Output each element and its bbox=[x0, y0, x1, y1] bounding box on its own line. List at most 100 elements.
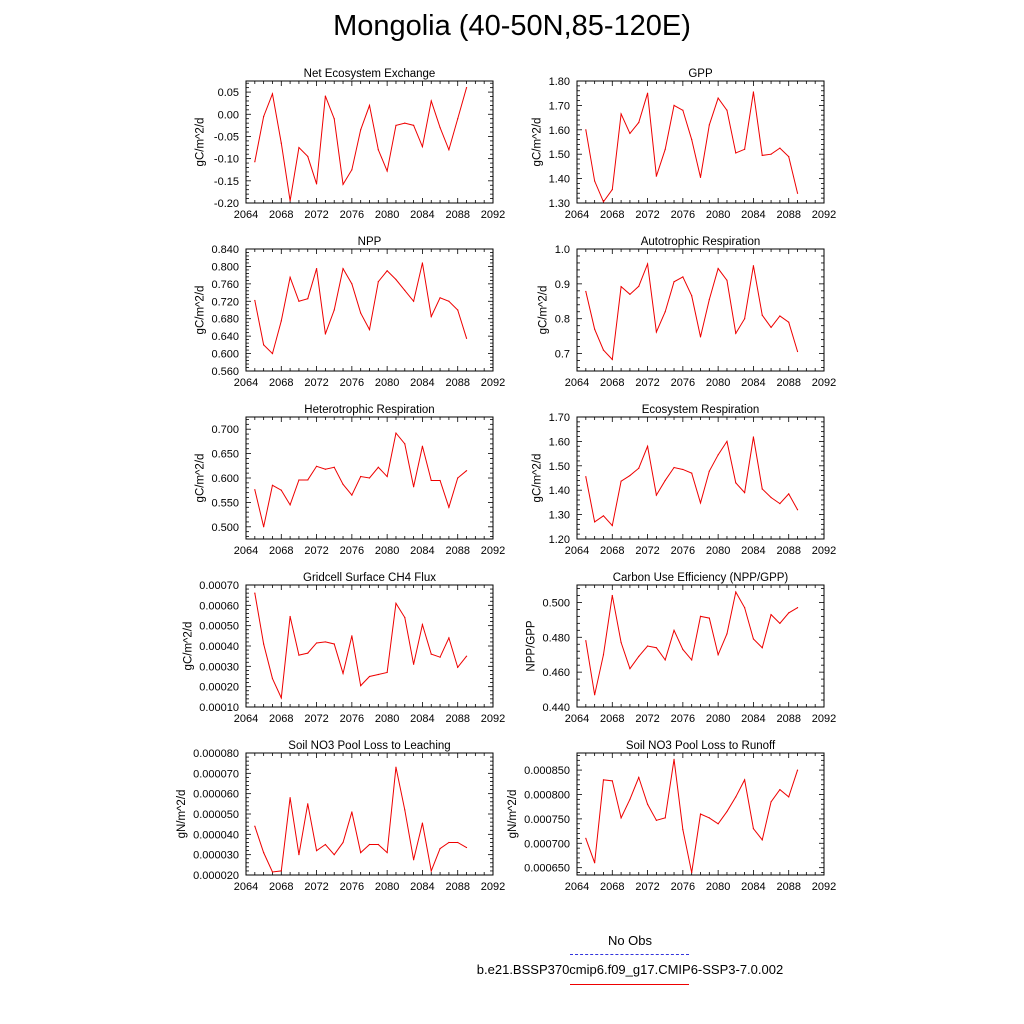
y-tick-label: 1.60 bbox=[549, 125, 570, 137]
x-tick-label: 2072 bbox=[635, 545, 659, 557]
data-point bbox=[263, 852, 265, 854]
y-tick-label: 0.500 bbox=[211, 522, 239, 534]
x-tick-label: 2072 bbox=[635, 881, 659, 893]
data-point bbox=[465, 337, 468, 339]
y-axis-label: gC/m^2/d bbox=[195, 454, 207, 503]
x-tick-label: 2080 bbox=[706, 209, 730, 221]
data-point bbox=[638, 776, 640, 779]
data-point bbox=[439, 297, 441, 299]
data-point bbox=[254, 825, 256, 827]
x-tick-label: 2076 bbox=[671, 545, 695, 557]
y-tick-label: -0.10 bbox=[214, 154, 239, 166]
x-tick-label: 2064 bbox=[234, 713, 258, 725]
panel-title: Soil NO3 Pool Loss to Runoff bbox=[626, 740, 776, 752]
data-point bbox=[602, 515, 605, 517]
y-tick-label: -0.15 bbox=[214, 176, 239, 188]
x-tick-label: 2092 bbox=[481, 377, 505, 389]
data-point bbox=[263, 344, 265, 346]
data-point bbox=[788, 796, 790, 798]
data-point bbox=[351, 169, 353, 171]
data-point bbox=[726, 109, 728, 111]
x-tick-label: 2064 bbox=[565, 209, 589, 221]
panel-frame bbox=[245, 80, 494, 204]
y-tick-label: 1.20 bbox=[549, 534, 570, 546]
data-point bbox=[796, 350, 799, 353]
data-point bbox=[307, 298, 309, 300]
data-point bbox=[430, 100, 432, 102]
y-tick-label: 0.000850 bbox=[524, 765, 570, 777]
x-tick-label: 2068 bbox=[600, 713, 624, 725]
y-axis-label: gC/m^2/d bbox=[532, 118, 544, 167]
data-point bbox=[421, 146, 424, 148]
data-point bbox=[611, 524, 613, 527]
x-tick-label: 2084 bbox=[741, 713, 765, 725]
data-point bbox=[395, 432, 397, 434]
y-axis-label: gC/m^2/d bbox=[182, 622, 194, 671]
data-point bbox=[699, 615, 702, 617]
data-point bbox=[386, 475, 388, 478]
data-point bbox=[307, 155, 309, 158]
data-point bbox=[602, 654, 605, 656]
data-point bbox=[465, 655, 468, 657]
y-tick-label: -0.20 bbox=[214, 198, 239, 210]
x-tick-label: 2080 bbox=[706, 881, 730, 893]
data-point bbox=[735, 796, 737, 798]
data-point bbox=[708, 298, 710, 301]
data-point bbox=[646, 645, 649, 647]
data-point bbox=[682, 468, 684, 471]
data-point bbox=[779, 622, 781, 624]
x-tick-label: 2092 bbox=[812, 209, 836, 221]
data-point bbox=[280, 697, 282, 699]
data-point bbox=[315, 183, 318, 185]
data-point bbox=[655, 331, 657, 333]
x-tick-label: 2084 bbox=[410, 881, 434, 893]
series-line bbox=[254, 431, 467, 527]
y-axis-label: NPP/GPP bbox=[526, 620, 538, 671]
data-point bbox=[646, 803, 649, 805]
legend-case-label: b.e21.BSSP370cmip6.f09_g17.CMIP6-SSP3-7.… bbox=[476, 962, 784, 977]
x-tick-label: 2064 bbox=[565, 881, 589, 893]
y-tick-label: 1.40 bbox=[549, 174, 570, 186]
x-tick-label: 2072 bbox=[304, 209, 328, 221]
series-line bbox=[254, 593, 467, 700]
data-point bbox=[377, 673, 379, 676]
data-point bbox=[735, 152, 737, 154]
data-point bbox=[386, 270, 388, 272]
y-tick-label: 0.650 bbox=[211, 449, 239, 461]
series-line bbox=[254, 87, 468, 201]
data-point bbox=[585, 290, 587, 293]
series-line bbox=[585, 262, 799, 361]
data-point bbox=[761, 647, 763, 649]
series-line bbox=[585, 91, 799, 203]
data-point bbox=[457, 309, 459, 311]
data-point bbox=[779, 503, 781, 505]
x-tick-label: 2084 bbox=[410, 209, 434, 221]
y-tick-label: 0.840 bbox=[211, 244, 239, 256]
data-point bbox=[744, 318, 746, 320]
x-tick-label: 2088 bbox=[445, 713, 469, 725]
data-point bbox=[377, 843, 379, 846]
data-point bbox=[377, 466, 379, 468]
x-tick-label: 2068 bbox=[600, 545, 624, 557]
y-axis-label: gC/m^2/d bbox=[195, 286, 207, 335]
y-tick-label: 0.600 bbox=[211, 349, 239, 361]
x-tick-label: 2092 bbox=[812, 377, 836, 389]
data-point bbox=[744, 779, 746, 781]
data-point bbox=[796, 607, 799, 609]
data-point bbox=[779, 315, 781, 317]
data-point bbox=[289, 200, 291, 202]
data-point bbox=[673, 281, 675, 283]
data-point bbox=[439, 656, 441, 658]
y-tick-label: 0.9 bbox=[555, 279, 570, 291]
x-tick-label: 2064 bbox=[234, 209, 258, 221]
data-point bbox=[655, 647, 657, 649]
x-tick-label: 2084 bbox=[410, 545, 434, 557]
data-point bbox=[735, 482, 737, 484]
series-line bbox=[585, 436, 798, 527]
data-point bbox=[744, 607, 746, 609]
panel-2: 2064 2068 2072 2076 2080 2084 2088 2092 0.560 0.6… bbox=[195, 236, 506, 389]
data-point bbox=[413, 486, 415, 488]
x-tick-label: 2064 bbox=[234, 545, 258, 557]
panel-title: Soil NO3 Pool Loss to Leaching bbox=[288, 740, 450, 752]
